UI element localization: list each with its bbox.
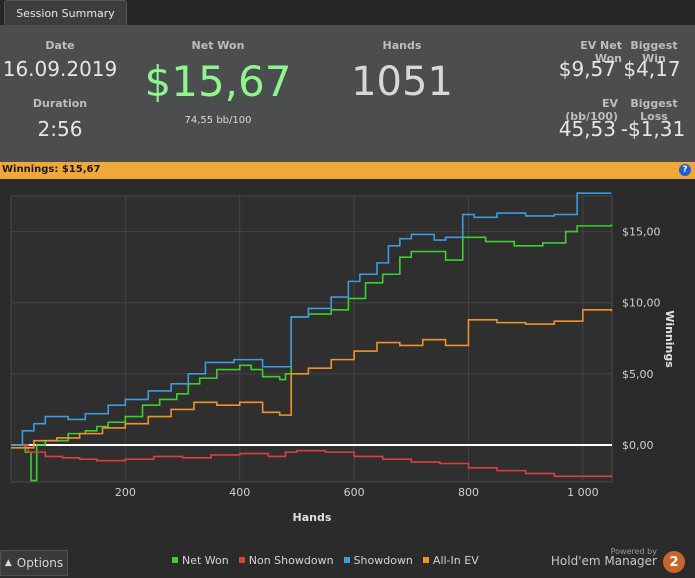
ev-bb100-label: EV (bb/100) xyxy=(565,97,618,123)
y-axis-label: Winnings xyxy=(663,310,676,368)
chart-svg: 200 400 600 800 1 000 $0,00 $5,00 $10,00 $15,00… xyxy=(10,192,676,524)
x-axis-label: Hands xyxy=(293,511,332,524)
duration-value: 2:56 xyxy=(37,117,83,141)
y-tick-label: $5,00 xyxy=(622,368,654,381)
winnings-chart: 200 400 600 800 1 000 $0,00 $5,00 $10,00 $15,00… xyxy=(0,179,695,547)
options-label: Options xyxy=(16,556,64,570)
summary-panel: Date 16.09.2019 Duration 2:56 Net Won $1… xyxy=(0,25,695,162)
biggest-win-value: $4,17 xyxy=(623,57,681,81)
legend-swatch-showdown xyxy=(343,557,350,563)
legend-label-all-in-ev: All-In EV xyxy=(432,553,479,567)
biggest-win-label: Biggest Win xyxy=(630,39,678,65)
date-label: Date xyxy=(45,39,75,52)
legend-swatch-all-in-ev xyxy=(422,557,429,563)
hands-value: 1051 xyxy=(351,59,453,105)
chart-legend: Net Won Non Showdown Showdown All-In EV xyxy=(172,550,479,570)
netwon-value: $15,67 xyxy=(144,57,292,106)
powered-by-text: Powered by xyxy=(610,547,657,556)
y-tick-label: $15,00 xyxy=(622,226,661,239)
legend-item-net-won[interactable]: Net Won xyxy=(172,554,229,567)
tab-bar: Session Summary xyxy=(0,0,695,26)
date-value: 16.09.2019 xyxy=(2,57,118,81)
ev-bb100-value: 45,53 xyxy=(558,117,616,141)
holdem-manager-logo-icon: 2 xyxy=(663,551,685,573)
biggest-loss-value: -$1,31 xyxy=(620,117,686,141)
plot-area xyxy=(10,195,613,483)
options-button[interactable]: ▲ Options xyxy=(0,550,68,576)
legend-item-all-in-ev[interactable]: All-In EV xyxy=(422,553,479,567)
brand-name: Hold'em Manager xyxy=(550,554,657,568)
y-tick-label: $10,00 xyxy=(622,297,661,310)
footer: ▲ Options Net Won Non Showdown Showdown … xyxy=(0,547,695,578)
y-ticks: $0,00 $5,00 $10,00 $15,00 xyxy=(622,226,661,452)
legend-label-non-showdown: Non Showdown xyxy=(248,553,334,567)
hands-label: Hands xyxy=(382,39,422,52)
series-line-non-showdown xyxy=(11,444,613,478)
netwon-label: Net Won xyxy=(191,39,245,52)
legend-item-showdown[interactable]: Showdown xyxy=(343,553,413,567)
x-ticks: 200 400 600 800 1 000 xyxy=(115,486,599,499)
help-icon[interactable]: ? xyxy=(679,164,691,176)
legend-label-net-won: Net Won xyxy=(182,553,229,567)
legend-label-showdown: Showdown xyxy=(353,553,413,567)
x-tick-label: 1 000 xyxy=(567,486,599,499)
series-line-showdown xyxy=(11,192,612,446)
x-tick-label: 800 xyxy=(458,486,479,499)
winnings-bar: Winnings: $15,67 ? xyxy=(0,162,695,179)
grid xyxy=(11,196,612,482)
ev-net-won-label: EV Net Won xyxy=(580,39,622,65)
winnings-text: Winnings: $15,67 xyxy=(2,164,101,175)
x-tick-label: 200 xyxy=(115,486,136,499)
x-tick-label: 400 xyxy=(229,486,250,499)
biggest-loss-label: Biggest Loss xyxy=(630,97,678,123)
legend-swatch-non-showdown xyxy=(238,557,245,563)
series-line-all-in-ev xyxy=(11,309,613,449)
chevron-up-icon: ▲ xyxy=(4,558,12,568)
ev-net-won-value: $9,57 xyxy=(558,57,616,81)
bb100-value: 74,55 bb/100 xyxy=(184,115,252,126)
legend-item-non-showdown[interactable]: Non Showdown xyxy=(238,553,334,567)
duration-label: Duration xyxy=(32,97,88,110)
legend-swatch-net-won xyxy=(172,557,178,563)
tab-session-summary[interactable]: Session Summary xyxy=(4,0,127,26)
brand: Powered by Hold'em Manager xyxy=(551,547,657,568)
series-lines xyxy=(11,192,613,482)
x-tick-label: 600 xyxy=(344,486,365,499)
y-tick-label: $0,00 xyxy=(622,439,654,452)
